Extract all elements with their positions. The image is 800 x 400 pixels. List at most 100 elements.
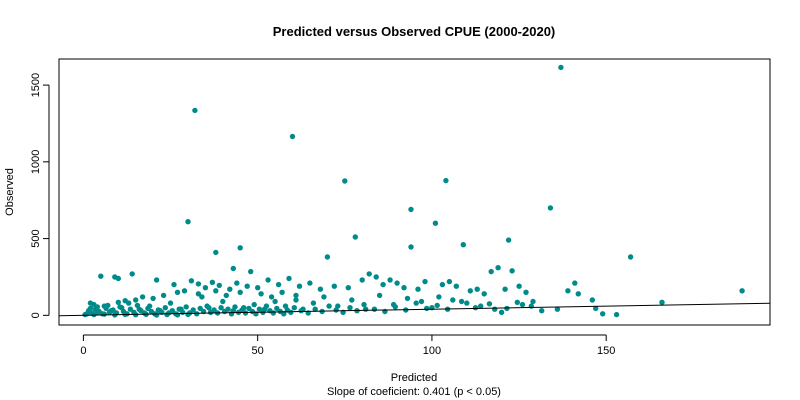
data-point — [180, 309, 186, 315]
data-point — [593, 305, 599, 312]
data-point — [394, 280, 400, 286]
data-point — [164, 311, 170, 318]
data-point — [478, 303, 484, 309]
data-point — [117, 304, 123, 310]
data-point — [352, 234, 358, 240]
data-point — [122, 298, 128, 304]
data-point — [558, 64, 564, 71]
data-point — [105, 302, 111, 309]
data-point — [317, 286, 324, 292]
data-point — [293, 297, 299, 303]
data-point — [514, 299, 520, 305]
data-point — [523, 289, 529, 295]
data-point — [145, 305, 151, 312]
data-point — [530, 298, 536, 305]
data-point — [185, 311, 191, 318]
data-point — [474, 286, 480, 292]
data-point — [321, 294, 327, 300]
y-axis: 0 500 1000 1500 — [30, 73, 50, 318]
data-point — [230, 265, 236, 272]
data-point — [225, 306, 231, 312]
data-point — [204, 303, 210, 309]
data-point — [739, 288, 745, 294]
data-point — [387, 277, 393, 283]
data-point — [87, 305, 94, 312]
data-point — [270, 310, 276, 316]
data-point — [371, 306, 378, 312]
data-point — [296, 283, 303, 289]
data-point — [324, 254, 331, 260]
chart-title: Predicted versus Observed CPUE (2000-202… — [273, 24, 556, 39]
data-point — [659, 299, 665, 305]
data-point — [486, 301, 493, 307]
data-point — [404, 295, 411, 302]
data-point — [453, 283, 459, 289]
data-point — [244, 283, 250, 289]
data-point — [237, 245, 243, 251]
data-point — [258, 291, 264, 297]
data-point — [505, 237, 512, 243]
data-point — [167, 300, 174, 306]
data-point — [575, 291, 581, 297]
data-point — [134, 302, 141, 309]
data-point — [380, 281, 386, 288]
data-point — [127, 306, 134, 312]
data-point — [519, 301, 526, 308]
data-point — [169, 308, 175, 314]
data-point — [218, 305, 224, 311]
data-point — [87, 300, 94, 306]
data-point — [234, 280, 240, 286]
data-point — [139, 294, 146, 300]
data-point — [150, 295, 156, 302]
data-point — [363, 306, 369, 312]
data-point — [228, 311, 235, 317]
data-point — [613, 311, 620, 318]
data-point — [345, 285, 351, 291]
y-tick-label: 500 — [30, 229, 42, 247]
data-point — [492, 306, 498, 312]
x-axis-label: Predicted — [391, 372, 437, 384]
data-point — [268, 294, 275, 300]
data-point — [359, 277, 365, 283]
data-point — [246, 305, 252, 312]
data-point — [488, 268, 494, 275]
data-point — [91, 311, 97, 318]
y-axis-label: Observed — [4, 168, 16, 216]
data-point — [600, 311, 606, 317]
data-point — [183, 304, 189, 310]
data-point — [220, 298, 226, 305]
data-point — [199, 294, 205, 300]
plot-border — [58, 58, 771, 326]
data-point — [432, 220, 439, 226]
data-point — [516, 283, 522, 289]
data-point — [422, 278, 428, 285]
data-point — [460, 242, 466, 248]
data-point — [115, 299, 122, 305]
x-tick-label: 100 — [423, 345, 441, 357]
data-point — [504, 305, 510, 312]
data-point — [450, 297, 456, 303]
data-point — [213, 249, 219, 256]
data-point — [310, 300, 317, 306]
data-point — [237, 289, 243, 295]
data-point — [298, 308, 304, 314]
data-point — [565, 288, 571, 294]
data-point — [342, 178, 348, 184]
data-point — [333, 307, 339, 313]
data-point — [418, 298, 425, 305]
data-point — [209, 279, 216, 285]
data-point — [188, 278, 195, 284]
trend-line — [58, 302, 771, 317]
data-point — [160, 292, 167, 299]
data-point — [401, 285, 407, 291]
data-point — [202, 285, 209, 291]
data-point — [528, 303, 534, 309]
data-point — [176, 306, 182, 312]
data-point — [133, 297, 139, 303]
data-point — [424, 305, 430, 312]
x-tick-label: 50 — [252, 345, 264, 357]
data-point — [195, 291, 202, 297]
data-point — [190, 307, 196, 313]
x-axis: 0 50 100 150 — [80, 334, 615, 357]
data-point — [171, 281, 177, 288]
